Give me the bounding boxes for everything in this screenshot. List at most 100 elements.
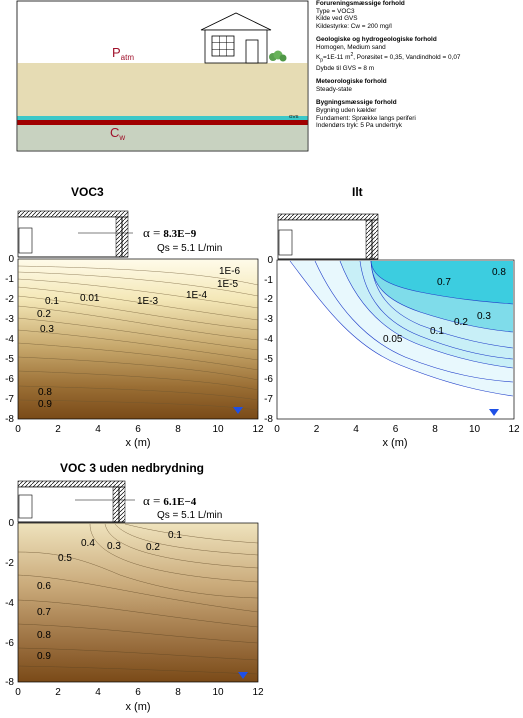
- water-table-marker-icon: [238, 672, 248, 679]
- svg-text:2: 2: [314, 424, 320, 435]
- panel-voc3-nodeg-contour-labels: 0.1 0.2 0.3 0.4 0.5 0.6 0.7 0.8 0.9: [37, 530, 182, 662]
- info-building-heading: Bygningsmæssige forhold: [316, 99, 397, 107]
- panel-voc3-qs: Qs = 5.1 L/min: [157, 243, 222, 254]
- house-icon: [200, 12, 272, 64]
- panel-voc3-nodeg-qs: Qs = 5.1 L/min: [157, 510, 222, 521]
- svg-text:-8: -8: [5, 414, 14, 425]
- panel-voc3-nodeg-x-ticks: 0 2 4 6 8 10 12: [15, 687, 264, 698]
- svg-text:-3: -3: [5, 314, 14, 325]
- water-table-marker-icon: [233, 407, 243, 414]
- svg-text:0.1: 0.1: [168, 530, 182, 541]
- svg-text:-4: -4: [5, 334, 14, 345]
- building-section-icon: [17, 480, 126, 523]
- panel-voc3-y-ticks: 0 -1 -2 -3 -4 -5 -6 -7 -8: [5, 254, 14, 425]
- svg-text:6: 6: [135, 424, 141, 435]
- svg-text:12: 12: [508, 424, 520, 435]
- cw-label: Cw: [110, 125, 125, 142]
- svg-text:8: 8: [175, 424, 181, 435]
- info-line: Dybde til GVS = 8 m: [316, 64, 375, 72]
- bush-icon: [269, 50, 287, 62]
- svg-text:-4: -4: [5, 598, 14, 609]
- info-contamination-heading: Forureningsmæssige forhold: [316, 0, 405, 7]
- svg-text:0.7: 0.7: [37, 607, 51, 618]
- panel-ilt-contour-labels: 0.8 0.7 0.3 0.2 0.1 0.05: [383, 267, 506, 345]
- svg-text:1E-5: 1E-5: [217, 279, 239, 290]
- svg-text:-6: -6: [5, 638, 14, 649]
- svg-text:0.3: 0.3: [107, 541, 121, 552]
- svg-text:-5: -5: [264, 354, 273, 365]
- p-atm-label: Patm: [112, 45, 134, 62]
- svg-text:-8: -8: [5, 677, 14, 688]
- svg-text:10: 10: [469, 424, 481, 435]
- svg-text:10: 10: [212, 424, 224, 435]
- info-line: Fundament: Sprække langs periferi: [316, 114, 416, 122]
- svg-text:12: 12: [252, 687, 264, 698]
- svg-text:2: 2: [55, 687, 61, 698]
- info-line: Type = VOC3: [316, 7, 355, 15]
- info-geology-heading: Geologiske og hydrogeologiske forhold: [316, 36, 437, 44]
- panel-voc3-alpha: α = 8.3E−9: [143, 225, 197, 240]
- panel-ilt-title: Ilt: [352, 185, 363, 199]
- svg-text:-7: -7: [5, 394, 14, 405]
- info-line: Indendørs tryk: 5 Pa undertryk: [316, 122, 402, 130]
- svg-text:0.5: 0.5: [58, 553, 72, 564]
- svg-text:0: 0: [15, 687, 21, 698]
- svg-text:0: 0: [15, 424, 21, 435]
- svg-text:6: 6: [135, 687, 141, 698]
- info-line: Kilde ved GVS: [316, 15, 358, 23]
- gvs-label: GVS: [289, 114, 299, 119]
- svg-text:-6: -6: [264, 374, 273, 385]
- svg-text:0.2: 0.2: [37, 309, 51, 320]
- svg-text:0: 0: [8, 254, 14, 265]
- svg-text:0.8: 0.8: [38, 387, 52, 398]
- svg-text:0: 0: [274, 424, 280, 435]
- svg-text:4: 4: [353, 424, 359, 435]
- panel-ilt-y-ticks: 0 -1 -2 -3 -4 -5 -6 -7 -8: [264, 255, 273, 425]
- panel-ilt-xlabel: x (m): [382, 437, 407, 449]
- info-line: Steady-state: [316, 85, 352, 93]
- svg-text:-6: -6: [5, 374, 14, 385]
- svg-text:0.2: 0.2: [454, 317, 468, 328]
- svg-text:2: 2: [55, 424, 61, 435]
- site-schematic: [16, 0, 309, 152]
- svg-text:-2: -2: [5, 294, 14, 305]
- panel-voc3-nodeg-xlabel: x (m): [125, 701, 150, 713]
- scenario-info: Forureningsmæssige forhold Type = VOC3 K…: [316, 0, 521, 130]
- building-section-icon: [17, 210, 129, 258]
- svg-text:0.05: 0.05: [383, 334, 403, 345]
- svg-text:0.1: 0.1: [45, 296, 59, 307]
- panel-voc3: VOC3 α = 8.3E−9 Qs = 5.1 L/min: [5, 185, 264, 449]
- svg-text:-8: -8: [264, 414, 273, 425]
- svg-text:-2: -2: [264, 294, 273, 305]
- svg-text:10: 10: [212, 687, 224, 698]
- svg-text:4: 4: [95, 424, 101, 435]
- svg-text:-4: -4: [264, 334, 273, 345]
- svg-text:-7: -7: [264, 394, 273, 405]
- svg-text:12: 12: [252, 424, 264, 435]
- svg-text:0.4: 0.4: [81, 538, 95, 549]
- svg-text:0.8: 0.8: [37, 630, 51, 641]
- panel-voc3-nodeg-y-ticks: 0 -2 -4 -6 -8: [5, 518, 14, 688]
- info-line: Kp=1E-11 m2, Porøsitet = 0,35, Vandindho…: [316, 51, 461, 63]
- svg-text:-1: -1: [5, 274, 14, 285]
- panel-voc3-x-ticks: 0 2 4 6 8 10 12: [15, 424, 264, 435]
- building-section-icon: [277, 213, 379, 260]
- water-table-marker-icon: [489, 409, 499, 416]
- panel-voc3-contour-labels: 1E-6 1E-5 1E-4 1E-3 0.01 0.1 0.2 0.3 0.8…: [37, 266, 241, 410]
- svg-text:0.8: 0.8: [492, 267, 506, 278]
- svg-text:-2: -2: [5, 558, 14, 569]
- info-meteorology-heading: Meteorologiske forhold: [316, 78, 387, 86]
- panel-ilt: Ilt 0.8 0.7 0.3 0.2: [264, 185, 520, 449]
- svg-text:8: 8: [175, 687, 181, 698]
- info-line: Kildestyrke: Cw = 200 mg/l: [316, 22, 392, 30]
- info-line: Homogen, Medium sand: [316, 43, 386, 51]
- svg-text:8: 8: [432, 424, 438, 435]
- panel-voc3-xlabel: x (m): [125, 437, 150, 449]
- panel-voc3-nodeg: VOC 3 uden nedbrydning α = 6.1E−4 Qs = 5.…: [5, 461, 264, 713]
- info-line: Bygning uden kælder: [316, 106, 377, 114]
- svg-text:-3: -3: [264, 314, 273, 325]
- panel-voc3-nodeg-title: VOC 3 uden nedbrydning: [60, 461, 204, 475]
- svg-text:0.3: 0.3: [40, 324, 54, 335]
- svg-text:4: 4: [95, 687, 101, 698]
- svg-text:0: 0: [267, 255, 273, 266]
